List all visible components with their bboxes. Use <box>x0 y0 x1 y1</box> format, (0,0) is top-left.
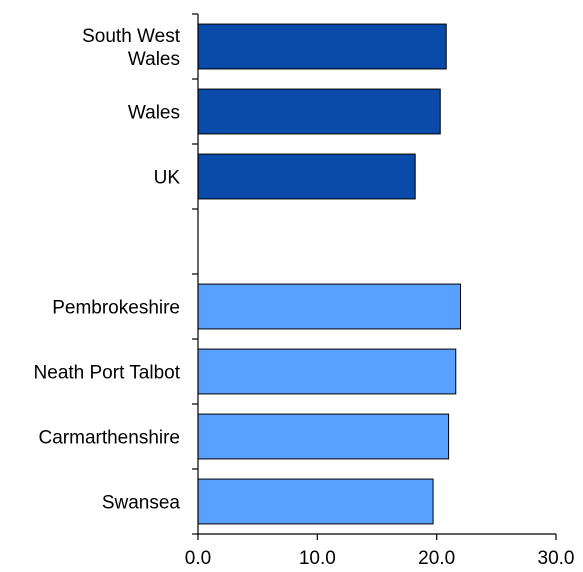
bar <box>197 283 462 330</box>
x-tick-label: 10.0 <box>299 548 336 569</box>
category-label: South West Wales <box>82 26 181 70</box>
category-label: Pembrokeshire <box>52 298 180 319</box>
bar <box>197 88 441 135</box>
bar <box>197 478 434 525</box>
category-label: Carmarthenshire <box>39 428 181 449</box>
x-tick-label: 30.0 <box>538 548 575 569</box>
category-label: Wales <box>128 103 180 124</box>
x-tick-label: 0.0 <box>185 548 211 569</box>
bar <box>197 413 450 460</box>
category-label: UK <box>154 168 181 189</box>
category-label: Neath Port Talbot <box>34 363 181 384</box>
bar <box>197 153 416 200</box>
x-tick-label: 20.0 <box>418 548 455 569</box>
bar <box>197 348 457 395</box>
category-label: Swansea <box>102 493 181 514</box>
bar <box>197 23 447 70</box>
